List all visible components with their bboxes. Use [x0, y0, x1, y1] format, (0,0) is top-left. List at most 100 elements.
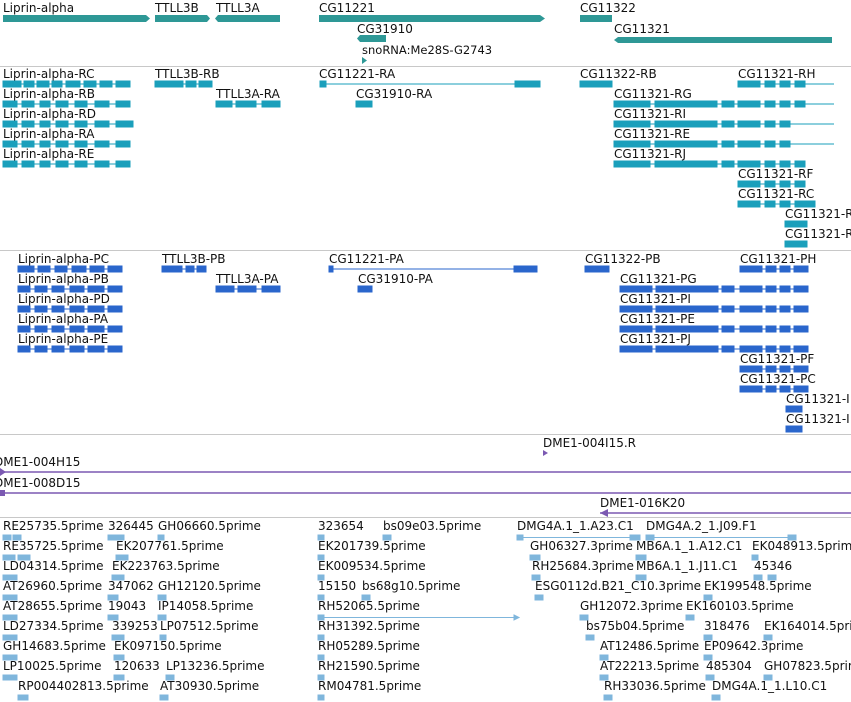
transcript-label[interactable]: CG11321-RC: [738, 187, 815, 201]
est-label[interactable]: EP09642.3prime: [704, 639, 804, 653]
protein-label[interactable]: TTLL3A-PA: [216, 272, 279, 286]
protein-label[interactable]: Liprin-alpha-PE: [18, 332, 109, 346]
est-label[interactable]: 45346: [754, 559, 793, 573]
est-label[interactable]: 19043: [108, 599, 147, 613]
gene-label[interactable]: CG31910: [357, 22, 413, 36]
est-label[interactable]: 323654: [318, 519, 364, 533]
est-label[interactable]: RE35725.5prime: [3, 539, 104, 553]
gene-label[interactable]: Liprin-alpha: [3, 1, 75, 15]
est-label[interactable]: AT30930.5prime: [160, 679, 260, 693]
protein-label[interactable]: CG11321-PE: [620, 312, 695, 326]
est-label[interactable]: RE25735.5prime: [3, 519, 104, 533]
est-label[interactable]: EK164014.5prime: [764, 619, 851, 633]
protein-label[interactable]: CG31910-PA: [358, 272, 433, 286]
est-label[interactable]: DMG4A.1_1.L10.C1: [712, 679, 828, 693]
protein-label[interactable]: CG11321-PC: [740, 372, 816, 386]
est-label[interactable]: LP13236.5prime: [166, 659, 265, 673]
est-label[interactable]: bs75b04.5prime: [586, 619, 685, 633]
est-label[interactable]: 485304: [706, 659, 752, 673]
transcript-label[interactable]: TTLL3A-RA: [216, 87, 280, 101]
transcript-label[interactable]: CG11321-RG: [614, 87, 692, 101]
protein-label[interactable]: CG11321-PH: [740, 252, 817, 266]
est-label[interactable]: AT28655.5prime: [3, 599, 103, 613]
protein-label[interactable]: CG11321-PJ: [620, 332, 691, 346]
protein-label[interactable]: CG11321-PI: [620, 292, 691, 306]
gene-label[interactable]: TTLL3B: [155, 1, 199, 15]
protein-label[interactable]: CG11322-PB: [585, 252, 661, 266]
est-label[interactable]: GH06327.3prime: [530, 539, 633, 553]
est-glyphs[interactable]: [0, 518, 851, 702]
est-label[interactable]: GH14683.5prime: [3, 639, 106, 653]
est-label[interactable]: RH52065.5prime: [318, 599, 420, 613]
protein-label[interactable]: Liprin-alpha-PB: [18, 272, 109, 286]
est-label[interactable]: 15150: [318, 579, 357, 593]
est-label[interactable]: EK048913.5prime: [752, 539, 851, 553]
gene-label[interactable]: CG11321: [614, 22, 670, 36]
est-label[interactable]: EK009534.5prime: [318, 559, 426, 573]
est-label[interactable]: MB6A.1_1.A12.C1: [636, 539, 743, 553]
est-label[interactable]: AT12486.5prime: [600, 639, 700, 653]
transcript-label[interactable]: Liprin-alpha-RB: [3, 87, 96, 101]
transcript-label[interactable]: Liprin-alpha-RE: [3, 147, 95, 161]
protein-label[interactable]: Liprin-alpha-PA: [18, 312, 109, 326]
est-label[interactable]: GH07823.5prime: [764, 659, 851, 673]
est-label[interactable]: LD27334.5prime: [3, 619, 104, 633]
est-label[interactable]: EK097150.5prime: [114, 639, 222, 653]
est-label[interactable]: GH12120.5prime: [158, 579, 261, 593]
est-label[interactable]: 339253: [112, 619, 158, 633]
est-label[interactable]: EK160103.5prime: [686, 599, 794, 613]
transcript-label[interactable]: CG11321-R: [785, 227, 851, 241]
protein-label[interactable]: CG11221-PA: [329, 252, 404, 266]
est-label[interactable]: AT26960.5prime: [3, 579, 103, 593]
protein-glyphs[interactable]: [0, 251, 851, 434]
est-label[interactable]: LP10025.5prime: [3, 659, 102, 673]
protein-label[interactable]: CG11321-I: [786, 392, 850, 406]
est-label[interactable]: DMG4A.2_1.J09.F1: [646, 519, 757, 533]
gene-label[interactable]: CG11221: [319, 1, 375, 15]
protein-label[interactable]: TTLL3B-PB: [162, 252, 226, 266]
est-label[interactable]: 326445: [108, 519, 154, 533]
transcript-label[interactable]: CG11321-RI: [614, 107, 687, 121]
protein-label[interactable]: Liprin-alpha-PC: [18, 252, 110, 266]
transcript-label[interactable]: CG11322-RB: [580, 67, 657, 81]
gene-label[interactable]: TTLL3A: [216, 1, 260, 15]
protein-label[interactable]: Liprin-alpha-PD: [18, 292, 110, 306]
est-label[interactable]: RP004402813.5prime: [18, 679, 149, 693]
est-label[interactable]: 318476: [704, 619, 750, 633]
est-label[interactable]: bs09e03.5prime: [383, 519, 482, 533]
est-label[interactable]: MB6A.1_1.J11.C1: [636, 559, 738, 573]
est-label[interactable]: RH31392.5prime: [318, 619, 420, 633]
transcript-label[interactable]: CG31910-RA: [356, 87, 433, 101]
transcript-label[interactable]: CG11321-RF: [738, 167, 814, 181]
est-label[interactable]: 120633: [114, 659, 160, 673]
est-label[interactable]: AT22213.5prime: [600, 659, 700, 673]
clone-label[interactable]: DME1-004H15: [0, 455, 81, 469]
transcript-glyphs[interactable]: [0, 67, 851, 250]
est-label[interactable]: GH06660.5prime: [158, 519, 261, 533]
est-label[interactable]: EK199548.5prime: [704, 579, 812, 593]
est-label[interactable]: RH33036.5prime: [604, 679, 706, 693]
clone-label[interactable]: DME1-016K20: [600, 496, 686, 510]
est-label[interactable]: EK207761.5prime: [116, 539, 224, 553]
gene-glyphs[interactable]: [0, 0, 851, 66]
est-label[interactable]: LP07512.5prime: [160, 619, 259, 633]
est-label[interactable]: RM04781.5prime: [318, 679, 422, 693]
est-label[interactable]: EK201739.5prime: [318, 539, 426, 553]
est-label[interactable]: ESG0112d.B21_C10.3prime: [535, 579, 702, 593]
gene-label[interactable]: CG11322: [580, 1, 636, 15]
transcript-label[interactable]: CG11321-RJ: [614, 147, 687, 161]
est-label[interactable]: bs68g10.5prime: [362, 579, 461, 593]
transcript-label[interactable]: CG11321-RE: [614, 127, 691, 141]
est-label[interactable]: RH21590.5prime: [318, 659, 420, 673]
est-label[interactable]: IP14058.5prime: [158, 599, 254, 613]
est-label[interactable]: 347062: [108, 579, 154, 593]
gene-label[interactable]: snoRNA:Me28S-G2743: [362, 43, 493, 57]
est-label[interactable]: DMG4A.1_1.A23.C1: [517, 519, 634, 533]
clone-label[interactable]: DME1-008D15: [0, 476, 81, 490]
est-label[interactable]: EK223763.5prime: [112, 559, 220, 573]
transcript-label[interactable]: CG11321-R: [785, 207, 851, 221]
est-label[interactable]: LD04314.5prime: [3, 559, 104, 573]
transcript-label[interactable]: CG11221-RA: [319, 67, 396, 81]
protein-label[interactable]: CG11321-I: [786, 412, 850, 426]
transcript-label[interactable]: TTLL3B-RB: [155, 67, 220, 81]
